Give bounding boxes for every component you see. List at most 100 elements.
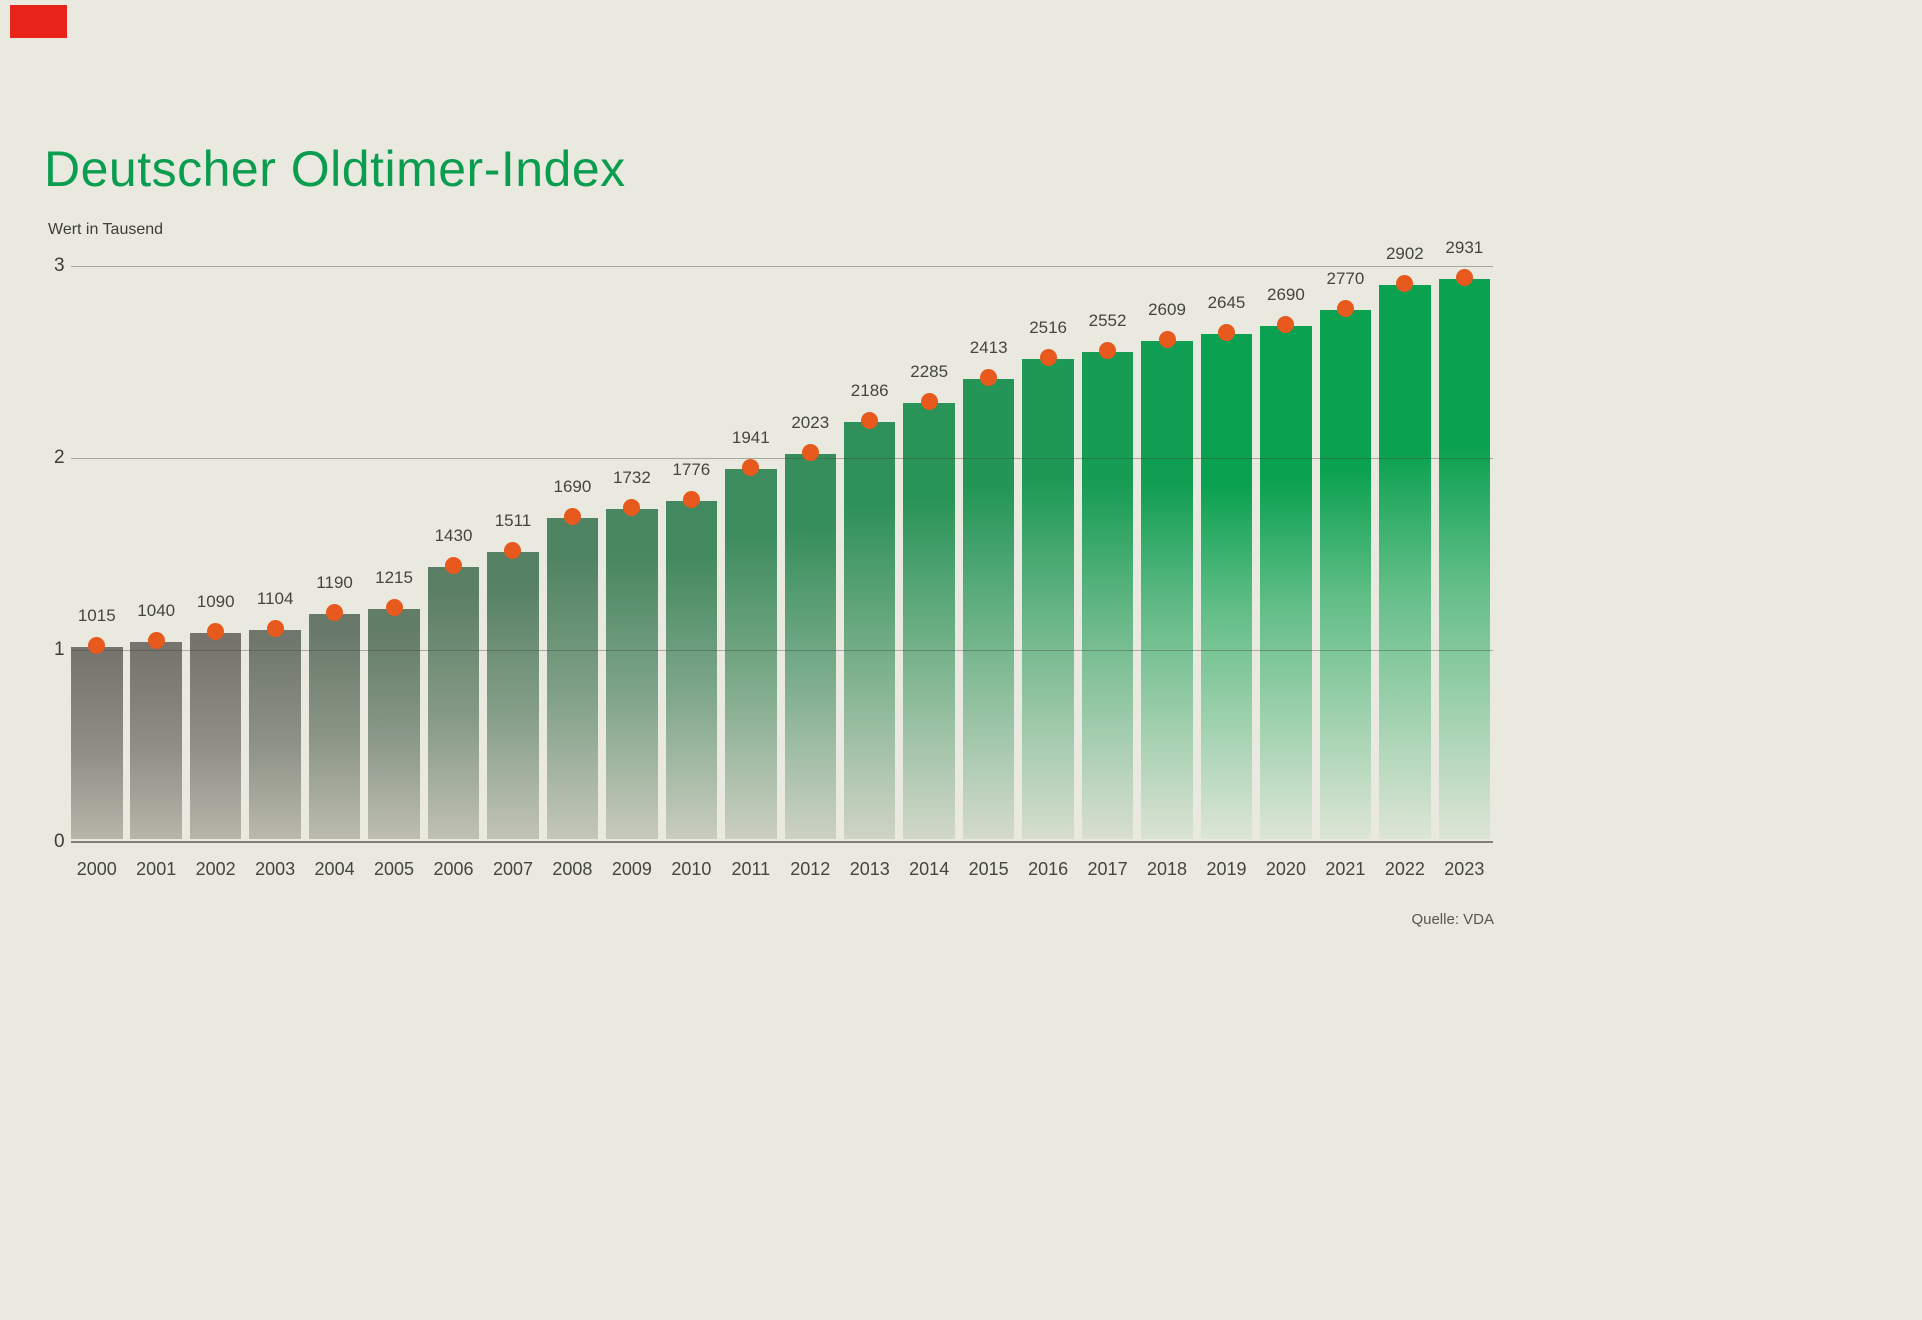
year-label: 2002 [195, 859, 236, 879]
bar-value-label: 2516 [1029, 318, 1068, 337]
year-label: 2014 [909, 859, 950, 879]
bar [1141, 341, 1193, 839]
year-label: 2004 [314, 859, 355, 879]
year-label: 2016 [1028, 859, 1069, 879]
year-label: 2010 [671, 859, 712, 879]
y-axis-title: Wert in Tausend [48, 221, 164, 238]
bar-value-label: 1776 [672, 460, 711, 479]
year-label: 2017 [1087, 859, 1128, 879]
year-label: 2008 [552, 859, 593, 879]
year-label: 2019 [1206, 859, 1247, 879]
bar [784, 454, 837, 839]
bar [130, 642, 182, 839]
bar [189, 633, 242, 839]
bar-value-label: 1690 [553, 477, 592, 496]
year-label: 2009 [611, 859, 652, 879]
data-point-dot [445, 556, 462, 574]
bar [487, 552, 539, 839]
bar-value-label: 2690 [1267, 285, 1305, 304]
bar-value-label: 2413 [969, 338, 1008, 357]
y-tick-label: 3 [54, 255, 65, 276]
gridline [71, 650, 1493, 651]
bar-value-label: 1732 [612, 468, 651, 487]
year-label: 2006 [433, 859, 474, 879]
data-point-dot [385, 598, 403, 616]
year-label: 2012 [790, 859, 831, 879]
bar [368, 609, 420, 839]
data-point-dot [1396, 274, 1414, 292]
data-point-dot [861, 411, 879, 429]
year-label: 2015 [968, 859, 1009, 879]
year-label: 2007 [492, 859, 533, 879]
data-point-dot [980, 368, 998, 386]
bar [1379, 285, 1431, 839]
year-label: 2018 [1146, 859, 1188, 879]
gridline [71, 266, 1493, 267]
y-tick-label: 1 [54, 639, 65, 660]
data-point-dot [623, 498, 641, 516]
year-label: 2005 [374, 859, 415, 879]
data-point-dot [266, 619, 284, 637]
bar [1260, 326, 1312, 839]
data-point-dot [1277, 315, 1295, 333]
bar [1200, 334, 1253, 839]
bar-value-label: 2552 [1088, 311, 1127, 330]
chart-title: Deutscher Oldtimer-Index [44, 141, 626, 197]
year-label: 2021 [1325, 859, 1366, 879]
bar-value-label: 2023 [791, 413, 830, 432]
year-label: 2000 [76, 859, 117, 879]
data-point-dot [88, 636, 106, 654]
bar [665, 501, 718, 839]
data-point-dot [207, 622, 225, 640]
brand-mark [10, 5, 67, 38]
bar [1022, 359, 1074, 839]
data-point-dot [326, 603, 344, 621]
year-label: 2022 [1384, 859, 1425, 879]
bar-value-label: 1511 [494, 511, 532, 530]
bar-value-label: 1941 [731, 428, 770, 447]
year-label: 2001 [136, 859, 177, 879]
bar-value-label: 2186 [850, 381, 889, 400]
data-point-dot [563, 507, 581, 525]
data-point-dot [1217, 323, 1235, 341]
data-point-dot [682, 490, 700, 508]
bar [843, 422, 896, 839]
data-point-dot [1336, 299, 1354, 317]
bar-value-label: 1430 [434, 526, 473, 545]
bar-value-label: 1015 [77, 606, 116, 625]
bar [308, 614, 361, 839]
bar [725, 469, 777, 839]
bar [606, 509, 658, 839]
source-note: Quelle: VDA [1411, 911, 1494, 928]
bar [1081, 352, 1134, 839]
year-label: 2023 [1444, 859, 1485, 879]
year-label: 2003 [255, 859, 296, 879]
x-axis-baseline [71, 841, 1493, 843]
bar [962, 379, 1015, 839]
bar-value-label: 2645 [1207, 293, 1246, 312]
bar-value-label: 2770 [1326, 269, 1365, 288]
bar-value-label: 1040 [137, 601, 176, 620]
y-tick-label: 0 [54, 831, 65, 852]
data-point-dot [147, 631, 165, 649]
bar [427, 567, 480, 839]
year-label: 2020 [1265, 859, 1306, 879]
bar [546, 518, 599, 839]
data-point-dot [1158, 330, 1176, 348]
data-point-dot [1099, 341, 1117, 359]
bar-value-label: 2902 [1385, 244, 1424, 263]
data-point-dot [920, 392, 938, 410]
bar-value-label: 1190 [316, 573, 353, 592]
data-point-dot [1455, 268, 1473, 286]
bar-value-label: 1104 [256, 589, 294, 608]
bar-value-label: 2285 [910, 362, 949, 381]
bar-value-label: 1215 [375, 568, 413, 587]
gridline [71, 458, 1493, 459]
bar [903, 403, 955, 839]
bar [249, 630, 301, 839]
data-point-dot [504, 541, 522, 559]
year-label: 2013 [849, 859, 890, 879]
bar [1319, 310, 1372, 839]
